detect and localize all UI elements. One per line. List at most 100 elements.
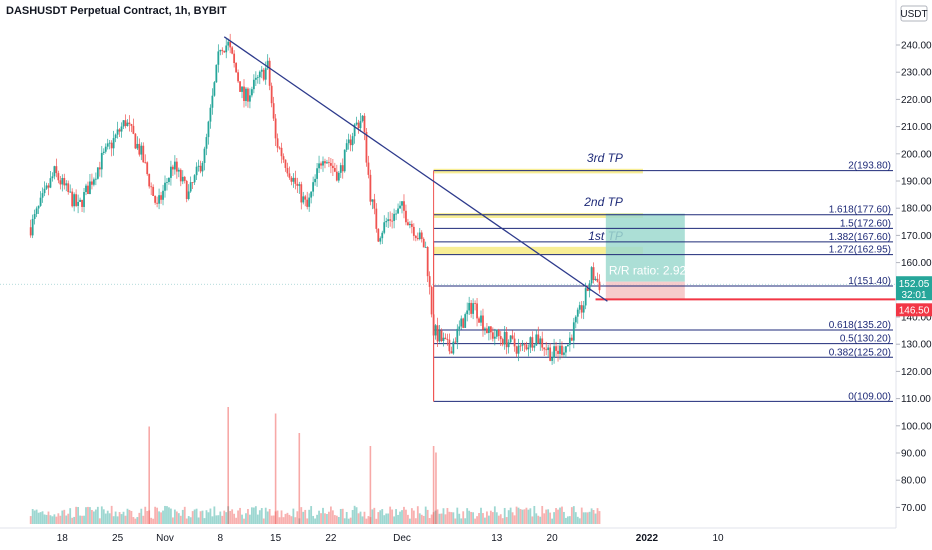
volume-bar [401, 510, 403, 524]
candle-body [108, 142, 111, 144]
volume-bar [393, 516, 395, 524]
price-tick-label: 160.00 [901, 258, 932, 269]
volume-bar [519, 509, 522, 524]
candle-body [98, 167, 101, 170]
candle-body [489, 326, 492, 333]
candle-body [209, 107, 212, 122]
volume-bar [586, 512, 589, 524]
volume-bar [517, 507, 520, 524]
candle-body [114, 134, 117, 139]
candle-body [106, 143, 109, 147]
volume-bar [377, 512, 380, 524]
volume-bar [160, 512, 162, 524]
candle-body [290, 177, 293, 182]
volume-spike [148, 426, 150, 524]
volume-bar [582, 512, 585, 524]
candle-body [414, 235, 417, 238]
price-tick-label: 180.00 [901, 204, 932, 215]
candle-body [61, 177, 64, 185]
time-tick-label: 13 [491, 533, 503, 544]
volume-bar [507, 510, 510, 524]
volume-bar [130, 510, 133, 524]
volume-bar [383, 515, 386, 524]
volume-bar [488, 515, 490, 524]
candle-body [590, 267, 593, 284]
candle-body [555, 346, 557, 351]
price-tick-label: 200.00 [901, 149, 932, 160]
candle-body [424, 246, 427, 248]
fib-level-label: 1.272(162.95) [829, 245, 891, 256]
volume-bar [268, 509, 271, 524]
volume-bar [172, 517, 174, 524]
candle-body [156, 202, 158, 204]
volume-bar [527, 509, 530, 524]
volume-bar [280, 510, 283, 524]
volume-bar [525, 507, 528, 524]
volume-bar [217, 515, 220, 524]
volume-bar [201, 510, 204, 524]
volume-bar [410, 508, 413, 524]
fib-level-label: 0.382(125.20) [829, 347, 891, 358]
volume-bar [570, 507, 573, 524]
candle-body [349, 139, 352, 146]
candle-body [243, 86, 245, 101]
volume-bar [175, 511, 178, 524]
candle-body [330, 163, 332, 166]
time-tick-label: 15 [270, 533, 282, 544]
candle-body [187, 191, 190, 199]
candle-body [442, 337, 445, 341]
current-price-countdown: 32:01 [901, 290, 926, 301]
volume-bar [152, 518, 155, 524]
fib-level-label: 2(193.80) [848, 161, 891, 172]
candle-body [436, 325, 439, 342]
candle-body [158, 195, 160, 204]
candle-body [241, 86, 243, 92]
volume-bar [51, 516, 54, 524]
candle-body [505, 331, 508, 348]
volume-bar [407, 514, 409, 524]
volume-bar [330, 506, 332, 524]
volume-bar [428, 518, 431, 524]
candle-body [373, 199, 376, 209]
candle-body [521, 344, 524, 346]
volume-bar [276, 510, 279, 524]
candle-body [335, 171, 338, 181]
volume-bar [229, 510, 232, 524]
candle-body [339, 165, 342, 173]
candle-body [175, 161, 178, 172]
candle-body [43, 188, 46, 194]
candle-body [543, 347, 546, 350]
time-axis[interactable]: 18 25 Nov 8 15 22 Dec 13 20 2022 10 [57, 533, 724, 544]
price-tick-label: 210.00 [901, 122, 932, 133]
volume-bar [270, 515, 273, 524]
candle-body [383, 222, 386, 233]
volume-bar [47, 511, 50, 524]
volume-bar [468, 510, 471, 524]
volume-bar [454, 518, 457, 524]
candle-body [448, 339, 451, 352]
volume-bar [347, 518, 350, 524]
candle-body [239, 81, 241, 92]
candle-body [499, 336, 502, 340]
candle-body [306, 199, 309, 207]
candle-body [100, 152, 103, 170]
volume-bar [128, 509, 131, 524]
candle-body [75, 194, 78, 206]
volume-bar [440, 513, 443, 524]
current-price-badge [896, 276, 932, 301]
volume-bar [495, 512, 498, 524]
candle-body [333, 168, 336, 172]
volume-bar [444, 514, 447, 524]
volume-bar [245, 513, 247, 524]
candle-body [266, 60, 269, 69]
currency-badge[interactable]: USDT [900, 5, 928, 22]
volume-bar [144, 506, 147, 524]
candle-body [314, 178, 316, 183]
volume-bar [547, 509, 550, 524]
volume-bar [503, 507, 506, 524]
volume-bar [116, 516, 119, 524]
candle-body [181, 176, 184, 182]
candle-body [341, 165, 344, 172]
